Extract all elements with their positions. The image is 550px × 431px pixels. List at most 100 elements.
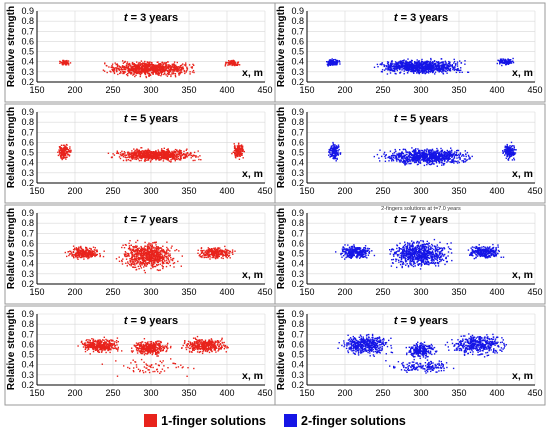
data-point	[447, 160, 449, 162]
data-point	[157, 71, 159, 74]
data-point	[441, 154, 443, 157]
data-point	[414, 161, 416, 163]
data-point	[384, 155, 386, 158]
data-point	[143, 65, 146, 68]
data-point	[330, 60, 332, 63]
data-point	[124, 61, 126, 63]
data-point	[144, 71, 146, 74]
data-point	[408, 151, 411, 153]
data-point	[401, 66, 404, 68]
data-point	[119, 66, 121, 68]
data-point	[410, 67, 412, 69]
data-point	[117, 152, 119, 154]
data-point	[508, 148, 511, 150]
data-point	[191, 67, 193, 69]
data-point	[235, 62, 237, 64]
data-point	[403, 73, 405, 75]
data-point	[339, 61, 341, 63]
data-point	[438, 71, 440, 73]
data-point	[67, 60, 70, 62]
data-point	[64, 62, 67, 65]
data-point	[183, 64, 186, 66]
data-point	[180, 152, 183, 154]
data-point	[387, 156, 389, 159]
data-point	[144, 160, 146, 162]
data-point	[145, 64, 147, 66]
data-point	[407, 67, 410, 69]
data-point	[397, 158, 399, 161]
data-point	[133, 67, 136, 69]
data-point	[64, 251, 66, 254]
data-point	[194, 155, 196, 157]
data-point	[411, 68, 414, 70]
data-point	[99, 254, 101, 257]
data-point	[436, 156, 438, 158]
data-point	[437, 63, 439, 65]
data-point	[410, 70, 412, 73]
data-point	[414, 149, 416, 151]
data-point	[450, 65, 452, 67]
data-point	[434, 153, 437, 155]
data-point	[435, 157, 437, 159]
data-point	[59, 149, 62, 151]
data-point	[144, 158, 146, 161]
data-point	[236, 63, 239, 65]
data-point	[443, 69, 445, 71]
data-point	[448, 62, 451, 64]
data-point	[79, 251, 81, 253]
data-point	[329, 150, 331, 152]
data-point	[142, 64, 144, 66]
data-point	[329, 64, 332, 66]
data-point	[163, 157, 165, 159]
data-point	[160, 67, 163, 70]
data-point	[191, 71, 194, 73]
data-point	[69, 62, 72, 64]
data-point	[508, 150, 510, 152]
data-point	[330, 63, 332, 65]
data-point	[438, 62, 440, 65]
data-point	[104, 62, 106, 64]
data-point	[179, 152, 181, 154]
data-point	[159, 151, 161, 154]
data-point	[437, 158, 439, 160]
data-point	[146, 152, 149, 154]
data-point	[135, 66, 138, 69]
data-point	[239, 147, 241, 149]
data-point	[407, 70, 410, 72]
data-point	[168, 71, 171, 74]
data-point	[513, 149, 515, 151]
data-point	[66, 63, 68, 65]
data-point	[406, 157, 409, 159]
data-point	[453, 62, 455, 64]
data-point	[391, 61, 393, 63]
data-point	[126, 61, 129, 63]
data-point	[144, 65, 147, 67]
data-point	[438, 162, 441, 164]
data-point	[70, 252, 73, 254]
data-point	[443, 67, 445, 69]
data-point	[409, 156, 412, 158]
x-tick-label: 150	[29, 186, 44, 196]
data-point	[190, 154, 192, 157]
data-point	[452, 67, 454, 69]
data-point	[335, 160, 337, 162]
data-point	[67, 154, 69, 156]
data-point	[65, 143, 68, 146]
data-point	[463, 155, 465, 157]
data-point	[121, 66, 123, 68]
data-point	[451, 65, 453, 68]
data-point	[436, 69, 439, 71]
data-point	[172, 152, 175, 154]
data-point	[414, 153, 416, 155]
data-point	[189, 73, 191, 75]
data-point	[398, 153, 400, 155]
data-point	[144, 152, 146, 154]
data-point	[83, 251, 85, 253]
data-point	[160, 71, 162, 73]
data-point	[92, 253, 94, 256]
data-point	[130, 66, 132, 68]
data-point	[387, 68, 389, 70]
x-tick-label: 200	[67, 287, 82, 297]
data-point	[392, 154, 394, 157]
data-point	[167, 65, 170, 67]
